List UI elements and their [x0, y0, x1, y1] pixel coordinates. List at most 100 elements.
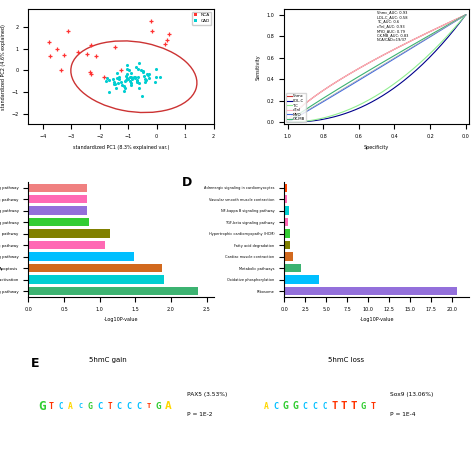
Point: [124, 70, 131, 77]
Point: [106, 88, 113, 96]
CK-MB: [332, 88, 338, 94]
Line: CK-MB: CK-MB: [288, 15, 465, 122]
Point: [127, 79, 134, 87]
Point: [165, 30, 173, 38]
Bar: [28, 183, 87, 192]
Point: [128, 74, 136, 82]
Point: [113, 74, 120, 82]
Point: [116, 73, 123, 81]
Text: T: T: [341, 401, 347, 411]
Bar: [28, 287, 198, 295]
Line: cTnI: cTnI: [288, 15, 465, 122]
LDL-C: [332, 114, 338, 119]
Point: [100, 73, 108, 81]
Text: E: E: [31, 356, 39, 370]
cTnI: [318, 89, 324, 95]
Point: [122, 72, 130, 79]
CK-MB: [454, 17, 460, 23]
Line: MYO: MYO: [288, 15, 465, 122]
Point: [111, 80, 119, 88]
Text: A: A: [164, 401, 171, 411]
Text: T: T: [331, 401, 337, 411]
Point: [131, 73, 138, 81]
Text: T: T: [146, 403, 150, 409]
Point: [133, 76, 140, 84]
Point: [152, 73, 159, 80]
Point: [125, 75, 132, 83]
cTnI: [463, 12, 468, 18]
Text: Sox9 (13.06%): Sox9 (13.06%): [390, 392, 433, 397]
Bar: [284, 241, 291, 249]
Point: [141, 73, 148, 80]
TC: [454, 23, 460, 28]
Point: [135, 84, 142, 92]
Point: [110, 79, 118, 86]
Bar: [284, 275, 319, 284]
Point: [87, 70, 94, 78]
Bar: [28, 241, 105, 249]
Point: [139, 69, 147, 76]
MYO: [292, 116, 298, 121]
Text: G: G: [361, 401, 366, 410]
Point: [102, 77, 110, 85]
Point: [45, 38, 53, 46]
Bar: [284, 183, 287, 192]
Point: [136, 80, 143, 87]
Point: [126, 73, 133, 81]
Point: [134, 77, 141, 85]
Point: [122, 76, 130, 84]
Point: [137, 66, 145, 74]
Bar: [28, 207, 87, 215]
Text: G: G: [283, 401, 289, 411]
Point: [57, 66, 65, 73]
Bar: [284, 287, 456, 295]
5hmc: [295, 107, 301, 112]
Point: [139, 68, 146, 75]
Point: [126, 78, 134, 85]
MYO: [447, 21, 453, 27]
Text: T: T: [371, 401, 376, 410]
Bar: [284, 195, 287, 203]
MYO: [285, 119, 291, 125]
LDL-C: [318, 117, 324, 123]
5hmc: [447, 19, 453, 25]
Point: [133, 63, 140, 71]
Point: [142, 78, 149, 86]
Text: T: T: [107, 401, 112, 410]
Point: [121, 85, 129, 92]
Point: [123, 65, 131, 73]
Text: PAX5 (3.53%): PAX5 (3.53%): [187, 392, 228, 397]
Point: [103, 74, 110, 82]
Point: [161, 40, 169, 48]
Point: [142, 77, 149, 84]
Point: [124, 75, 131, 83]
CK-MB: [295, 111, 301, 117]
Text: C: C: [97, 401, 102, 410]
Y-axis label: standardized PC2 (4.6% explained): standardized PC2 (4.6% explained): [1, 24, 6, 110]
Point: [141, 75, 148, 83]
5hmc: [285, 119, 291, 125]
Point: [138, 92, 146, 100]
Point: [61, 51, 68, 59]
MYO: [454, 18, 460, 23]
X-axis label: -Log10P-value: -Log10P-value: [359, 317, 394, 322]
Point: [135, 59, 143, 67]
Text: C: C: [312, 401, 318, 410]
cTnI: [447, 19, 453, 25]
MYO: [295, 113, 301, 119]
LDL-C: [454, 24, 460, 29]
CK-MB: [463, 12, 468, 18]
TC: [295, 119, 301, 125]
Text: G: G: [155, 401, 161, 410]
CK-MB: [285, 119, 291, 125]
Point: [86, 68, 93, 76]
Point: [120, 82, 128, 90]
Text: C: C: [59, 401, 64, 410]
Bar: [284, 229, 290, 238]
Point: [128, 82, 135, 89]
TC: [292, 119, 298, 125]
MYO: [332, 92, 338, 98]
Text: G: G: [292, 401, 299, 411]
Bar: [284, 218, 288, 226]
5hmc: [332, 80, 338, 85]
